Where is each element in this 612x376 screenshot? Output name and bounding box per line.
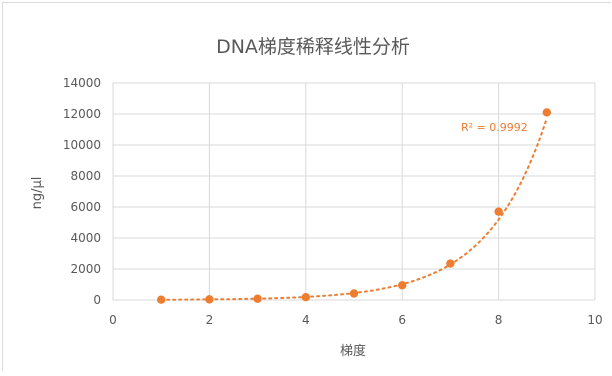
chart-svg: DNA梯度稀释线性分析 0 2 4 6 8 10 0 2000 4000 6000 8000 100…: [30, 36, 603, 359]
x-tick-label: 0: [109, 313, 117, 327]
data-point: [157, 295, 166, 304]
y-tick-label: 8000: [70, 169, 101, 183]
gridlines: [112, 82, 596, 301]
y-tick-label: 14000: [63, 76, 101, 90]
y-tick-label: 2000: [70, 262, 101, 276]
data-points: [157, 108, 551, 304]
y-tick-labels: 0 2000 4000 6000 8000 10000 12000 14000: [63, 76, 101, 307]
x-tick-labels: 0 2 4 6 8 10: [109, 313, 602, 327]
data-point: [253, 294, 262, 303]
x-tick-label: 2: [206, 313, 214, 327]
data-point: [349, 289, 359, 298]
y-tick-label: 6000: [70, 200, 101, 214]
x-tick-label: 8: [495, 313, 503, 327]
data-point: [446, 259, 455, 268]
data-point: [398, 281, 407, 290]
r-squared-label: R² = 0.9992: [461, 121, 528, 134]
y-tick-label: 0: [93, 293, 101, 307]
y-tick-label: 4000: [70, 231, 101, 245]
trendline: [160, 117, 548, 301]
chart-title: DNA梯度稀释线性分析: [216, 36, 410, 58]
x-axis-label: 梯度: [340, 343, 366, 359]
y-tick-label: 12000: [63, 107, 101, 121]
data-point: [542, 108, 551, 117]
x-tick-label: 6: [398, 313, 406, 327]
data-point: [205, 295, 214, 304]
y-tick-label: 10000: [63, 138, 101, 152]
x-tick-label: 4: [302, 313, 310, 327]
data-point: [494, 207, 503, 216]
y-axis-label: ng/µl: [30, 177, 45, 210]
x-tick-label: 10: [587, 313, 602, 327]
data-point: [301, 293, 310, 302]
chart-container: DNA梯度稀释线性分析 0 2 4 6 8 10 0 2000 4000 6000 8000 100…: [2, 2, 611, 371]
